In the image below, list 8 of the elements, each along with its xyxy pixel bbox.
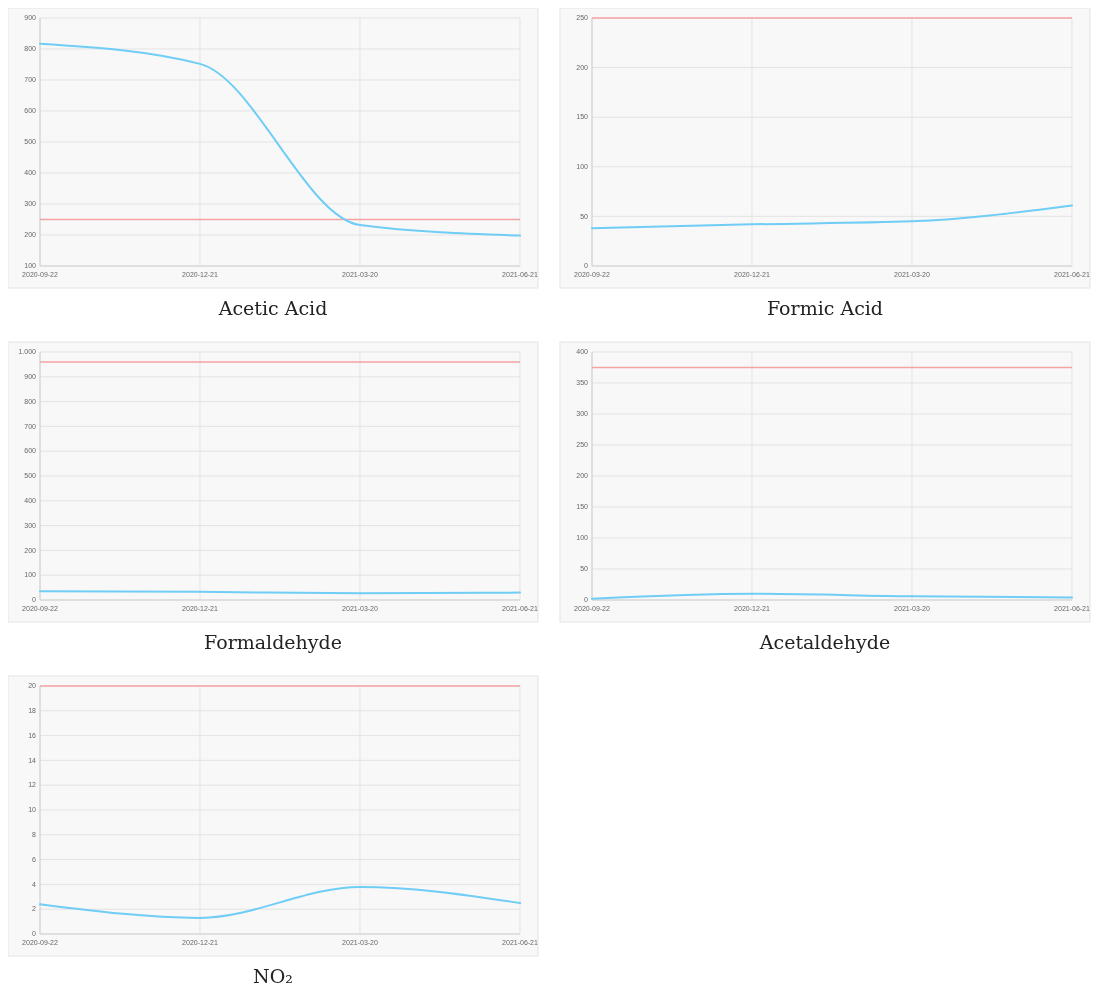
text: Formaldehyde xyxy=(204,631,342,653)
text: Acetaldehyde xyxy=(758,631,891,653)
text: NO₂ xyxy=(253,965,293,987)
text: Formic Acid xyxy=(766,297,884,319)
text: Acetic Acid xyxy=(217,297,328,319)
line-series xyxy=(39,885,521,919)
line-series xyxy=(591,204,1073,230)
line-series xyxy=(39,42,521,237)
